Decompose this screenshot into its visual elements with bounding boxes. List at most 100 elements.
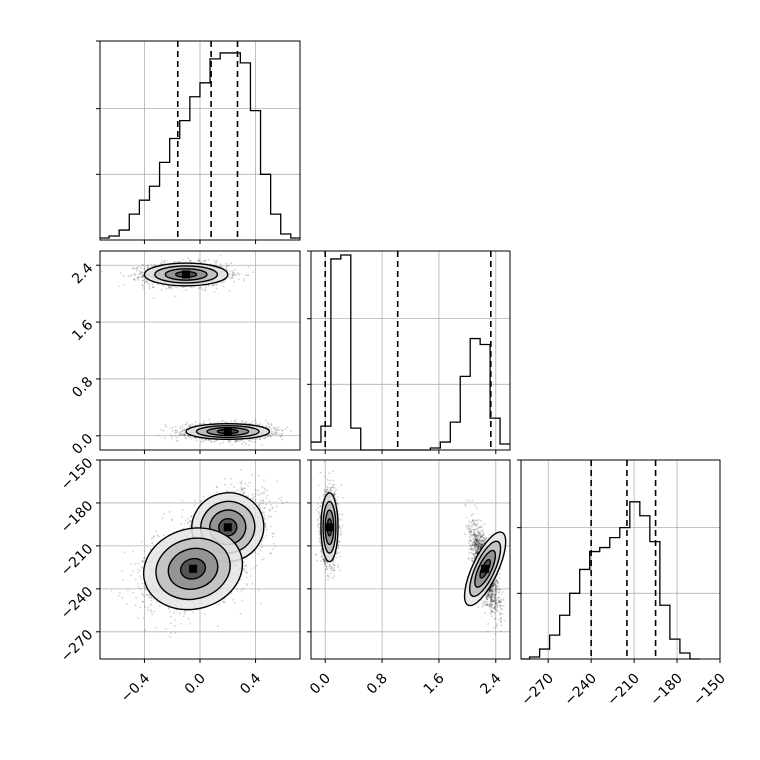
scatter-point — [228, 289, 231, 292]
scatter-point — [146, 280, 148, 283]
scatter-point — [132, 278, 135, 281]
scatter-point — [258, 504, 260, 506]
scatter-point — [140, 276, 143, 278]
scatter-point — [243, 441, 246, 444]
scatter-point — [243, 277, 245, 280]
scatter-point — [271, 430, 273, 433]
scatter-point — [226, 264, 228, 267]
scatter-point — [281, 438, 283, 441]
scatter-point — [224, 477, 227, 480]
scatter-point — [263, 487, 266, 490]
scatter-point — [134, 279, 136, 281]
scatter-point — [152, 297, 155, 300]
scatter-point — [228, 442, 231, 444]
scatter-point — [213, 440, 216, 443]
scatter-point — [147, 264, 150, 267]
scatter-point — [265, 425, 267, 427]
scatter-point — [153, 263, 156, 266]
scatter-point — [207, 284, 210, 287]
scatter-point — [142, 271, 145, 274]
scatter-point — [172, 285, 175, 288]
scatter-point — [204, 259, 207, 262]
scatter-point — [142, 264, 145, 267]
scatter-point — [123, 284, 126, 286]
scatter-point — [193, 436, 196, 439]
scatter-point — [186, 421, 188, 424]
scatter-point — [142, 274, 145, 277]
scatter-point — [137, 279, 140, 281]
scatter-point — [153, 264, 156, 267]
scatter-point — [259, 499, 262, 502]
scatter-point — [187, 522, 190, 524]
hist-panel-2 — [517, 459, 721, 663]
scatter-point — [164, 424, 167, 426]
scatter-point — [136, 277, 139, 280]
scatter-point — [160, 428, 162, 431]
scatter-point — [198, 260, 201, 262]
scatter-point — [266, 435, 269, 438]
scatter-point — [148, 287, 151, 290]
scatter-point — [143, 267, 146, 269]
scatter-point — [241, 421, 244, 423]
scatter-point — [189, 424, 192, 426]
scatter-point — [222, 441, 224, 444]
scatter-point — [275, 432, 277, 434]
scatter-point — [127, 275, 130, 277]
scatter-point — [174, 426, 177, 428]
scatter-point — [129, 274, 132, 277]
scatter-point — [281, 429, 284, 432]
scatter-point — [247, 495, 250, 498]
scatter-point — [204, 288, 207, 291]
scatter-point — [241, 443, 243, 446]
scatter-point — [187, 257, 189, 259]
panel-frame — [520, 459, 721, 660]
scatter-point — [250, 440, 253, 443]
scatter-point — [120, 272, 122, 274]
scatter-point — [168, 511, 171, 513]
scatter-point — [222, 266, 225, 269]
scatter-point — [204, 286, 207, 289]
scatter-point — [223, 421, 226, 423]
scatter-point — [182, 259, 185, 261]
scatter-point — [146, 280, 148, 283]
scatter-point — [231, 273, 234, 276]
scatter-point — [255, 438, 258, 441]
scatter-point — [231, 276, 233, 279]
scatter-point — [215, 287, 218, 290]
scatter-point — [239, 468, 242, 471]
scatter-point — [259, 493, 262, 495]
scatter-point — [148, 285, 151, 288]
scatter-point — [263, 491, 265, 493]
scatter-point — [231, 444, 233, 446]
scatter-point — [168, 285, 171, 288]
scatter-point — [233, 420, 235, 423]
scatter-point — [199, 286, 201, 289]
scatter-point — [200, 261, 203, 263]
scatter-point — [142, 274, 144, 277]
scatter-point — [221, 281, 224, 284]
scatter-point — [141, 275, 144, 278]
scatter-point — [138, 275, 140, 278]
scatter-point — [264, 518, 266, 521]
scatter-point — [203, 260, 205, 263]
scatter-point — [216, 259, 219, 262]
scatter-point — [142, 287, 145, 289]
scatter-point — [175, 439, 178, 442]
scatter-point — [171, 426, 174, 429]
scatter-point — [270, 504, 273, 506]
scatter-point — [251, 420, 254, 423]
scatter-point — [184, 423, 187, 426]
scatter-point — [215, 261, 218, 263]
scatter-point — [183, 286, 185, 288]
scatter-point — [163, 262, 166, 264]
scatter-point — [178, 434, 181, 437]
scatter-point — [241, 489, 244, 492]
scatter-point — [159, 263, 162, 265]
scatter-point — [225, 265, 228, 268]
scatter-point — [144, 280, 147, 282]
scatter-point — [202, 440, 205, 443]
scatter-point — [259, 502, 262, 505]
scatter-point — [230, 439, 232, 442]
scatter-point — [215, 491, 218, 493]
scatter-point — [174, 429, 177, 431]
